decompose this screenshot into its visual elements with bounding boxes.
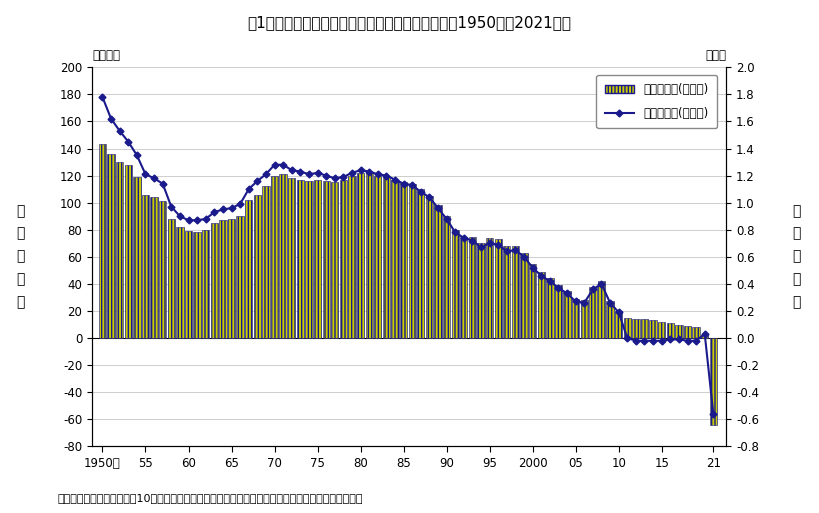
Bar — [426, 196, 433, 338]
Text: （万人）: （万人） — [93, 49, 120, 62]
Bar — [314, 180, 321, 338]
Bar — [185, 231, 192, 338]
Bar — [477, 243, 485, 338]
Bar — [382, 175, 390, 338]
Bar — [124, 165, 132, 338]
Bar — [684, 326, 691, 338]
Bar — [219, 220, 227, 338]
Bar — [331, 182, 338, 338]
Bar — [348, 175, 355, 338]
Legend: 人口増減数(左目盛), 人口増減率(右目盛): 人口増減数(左目盛), 人口増減率(右目盛) — [596, 75, 717, 128]
Bar — [468, 236, 476, 338]
Bar — [254, 194, 261, 338]
Bar — [563, 291, 571, 338]
Bar — [658, 322, 665, 338]
Bar — [133, 177, 141, 338]
Bar — [262, 186, 269, 338]
Bar — [615, 311, 622, 338]
Bar — [512, 246, 519, 338]
Bar — [245, 200, 252, 338]
Bar — [667, 323, 674, 338]
Bar — [210, 223, 218, 338]
Bar — [572, 299, 579, 338]
Bar — [434, 205, 441, 338]
Bar — [529, 264, 536, 338]
Bar — [305, 181, 313, 338]
Bar — [503, 246, 510, 338]
Bar — [701, 336, 708, 338]
Bar — [193, 232, 201, 338]
Text: 人
口
増
減
数: 人 口 増 減 数 — [16, 204, 25, 309]
Bar — [598, 281, 605, 338]
Bar — [159, 201, 166, 338]
Bar — [710, 338, 717, 425]
Bar — [640, 319, 648, 338]
Bar — [460, 236, 468, 338]
Bar — [107, 154, 115, 338]
Bar — [675, 325, 682, 338]
Bar — [151, 197, 158, 338]
Bar — [357, 173, 364, 338]
Bar — [202, 230, 210, 338]
Bar — [142, 194, 149, 338]
Bar — [228, 219, 235, 338]
Text: 人
口
増
減
率: 人 口 増 減 率 — [792, 204, 800, 309]
Bar — [374, 175, 382, 338]
Bar — [116, 162, 124, 338]
Bar — [323, 181, 330, 338]
Text: （％）: （％） — [705, 49, 726, 62]
Bar — [271, 175, 278, 338]
Bar — [279, 174, 287, 338]
Bar — [340, 180, 347, 338]
Bar — [451, 230, 459, 338]
Bar — [546, 279, 554, 338]
Bar — [288, 179, 296, 338]
Bar — [520, 253, 527, 338]
Bar — [581, 300, 588, 338]
Bar — [443, 216, 450, 338]
Bar — [692, 327, 699, 338]
Bar — [606, 302, 613, 338]
Bar — [400, 182, 407, 338]
Bar — [495, 239, 502, 338]
Text: 注）　人口増減率は、前年10月から当年９月までの人口増減数を前年人口（期首人口）で除したもの: 注） 人口増減率は、前年10月から当年９月までの人口増減数を前年人口（期首人口）… — [57, 493, 363, 503]
Bar — [623, 318, 631, 338]
Bar — [365, 173, 373, 338]
Bar — [99, 145, 106, 338]
Bar — [237, 216, 244, 338]
Bar — [554, 285, 562, 338]
Bar — [391, 180, 399, 338]
Bar — [632, 319, 640, 338]
Bar — [537, 272, 545, 338]
Bar — [409, 184, 416, 338]
Bar — [176, 227, 183, 338]
Bar — [168, 219, 175, 338]
Bar — [486, 238, 493, 338]
Bar — [417, 189, 424, 338]
Text: 図1　総人口の人口増減数及び人口増減率の推移（1950年～2021年）: 図1 総人口の人口増減数及び人口増減率の推移（1950年～2021年） — [247, 15, 572, 30]
Bar — [296, 180, 304, 338]
Bar — [589, 287, 596, 338]
Bar — [649, 321, 657, 338]
